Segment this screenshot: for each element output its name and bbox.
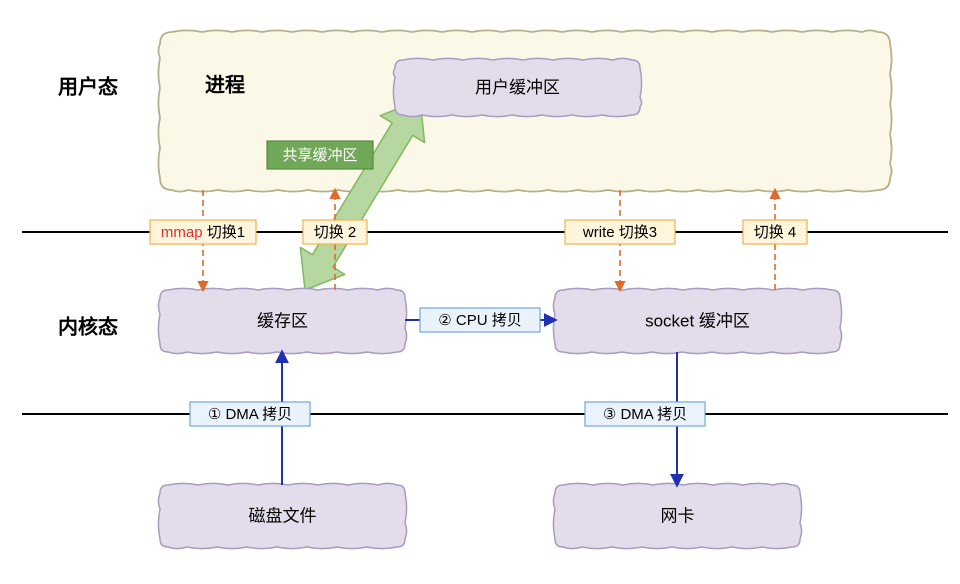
disk: 磁盘文件	[158, 483, 406, 548]
user_buf: 用户缓冲区	[393, 58, 641, 116]
sw4-badge: 切换 4	[743, 220, 807, 244]
mmap-badge: mmap 切换1	[150, 220, 256, 244]
write-badge-text: write 切换3	[582, 224, 657, 241]
cpu-badge-text: ② CPU 拷贝	[438, 312, 521, 329]
sw2-badge-text: 切换 2	[314, 224, 357, 241]
dma3-badge: ③ DMA 拷贝	[585, 402, 705, 426]
mmap-badge-text: mmap 切换1	[161, 224, 245, 241]
diagram-canvas: 用户缓冲区缓存区 socket 缓冲区磁盘文件 网卡 进程 mmap 切换1 切换 2 wr…	[0, 0, 960, 584]
user_buf-label: 用户缓冲区	[475, 78, 560, 97]
nic: 网卡	[553, 483, 801, 548]
disk-label: 磁盘文件	[249, 507, 317, 526]
socket_buf: socket 缓冲区	[553, 288, 841, 353]
dma1-badge-text: ① DMA 拷贝	[208, 406, 292, 423]
shared-badge-text: 共享缓冲区	[282, 147, 357, 164]
zone-label-kernel: 内核态	[58, 315, 118, 339]
zone-label-user: 用户态	[58, 75, 118, 99]
cache: 缓存区	[158, 288, 406, 353]
dma3-badge-text: ③ DMA 拷贝	[603, 406, 687, 423]
sw4-badge-text: 切换 4	[754, 224, 797, 241]
write-badge: write 切换3	[565, 220, 675, 244]
socket_buf-label: socket 缓冲区	[645, 312, 750, 331]
cache-label: 缓存区	[257, 312, 308, 331]
shared-badge: 共享缓冲区	[267, 141, 373, 169]
cpu-badge: ② CPU 拷贝	[420, 308, 540, 332]
sw2-badge: 切换 2	[303, 220, 367, 244]
nic-label: 网卡	[661, 507, 695, 526]
dma1-badge: ① DMA 拷贝	[190, 402, 310, 426]
process-label: 进程	[205, 74, 245, 97]
